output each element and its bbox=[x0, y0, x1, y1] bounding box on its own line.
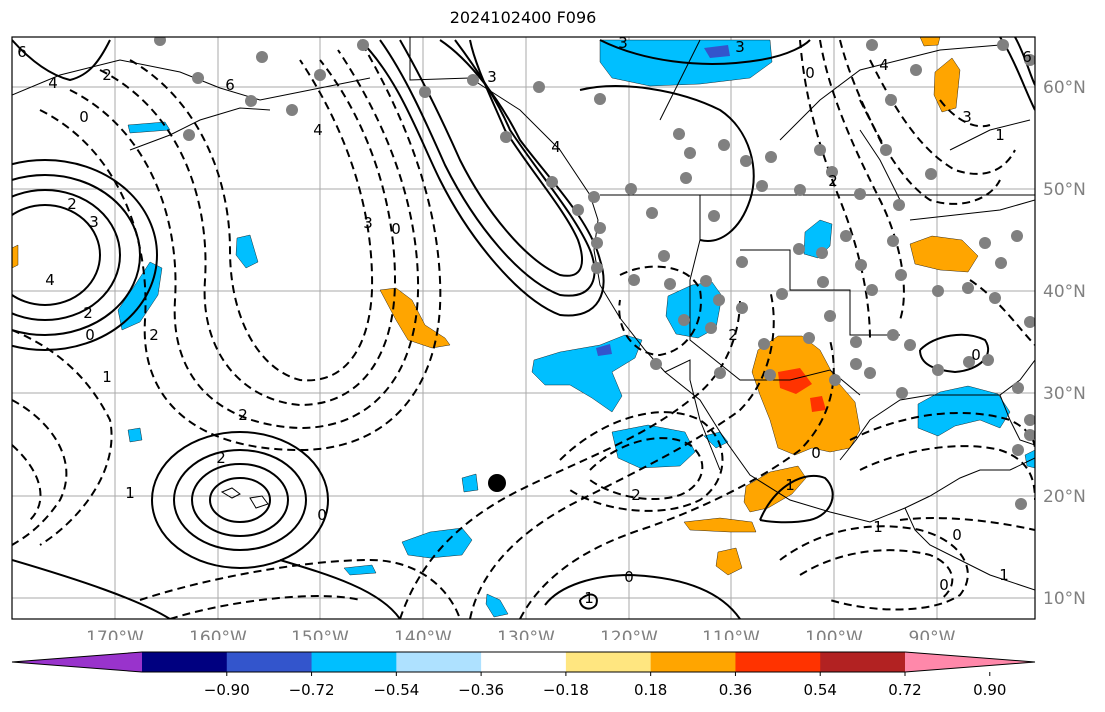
map-background bbox=[12, 37, 1035, 619]
svg-text:0: 0 bbox=[971, 346, 981, 364]
colorbar-cell bbox=[142, 652, 228, 672]
svg-text:1: 1 bbox=[995, 126, 1005, 144]
colorbar-tick-label: 0.90 bbox=[973, 681, 1006, 699]
longitude-axis: 170°W 160°W 150°W 140°W 130°W 120°W 110°… bbox=[86, 628, 956, 640]
svg-text:2: 2 bbox=[216, 449, 226, 467]
positive-anomaly-fill bbox=[12, 37, 979, 576]
svg-text:0: 0 bbox=[805, 64, 815, 82]
colorbar-cells bbox=[11, 651, 1036, 673]
colorbar-cell bbox=[565, 652, 652, 672]
svg-text:4: 4 bbox=[45, 271, 55, 289]
lon-label: 90°W bbox=[909, 628, 956, 640]
colorbar-extend-max bbox=[905, 652, 1035, 672]
solid-contours bbox=[12, 37, 1035, 619]
lat-label: 60°N bbox=[1043, 78, 1086, 98]
lon-label: 130°W bbox=[497, 628, 555, 640]
lon-label: 160°W bbox=[189, 628, 247, 640]
colorbar: −0.90 −0.72 −0.54 −0.36 −0.18 0.18 0.36 0.54 0.7… bbox=[11, 651, 1036, 699]
svg-text:1: 1 bbox=[873, 518, 883, 536]
negative-anomaly-fill bbox=[117, 39, 1035, 618]
lon-label: 100°W bbox=[805, 628, 863, 640]
svg-text:4: 4 bbox=[313, 121, 323, 139]
lon-label: 140°W bbox=[394, 628, 452, 640]
lon-label: 120°W bbox=[600, 628, 658, 640]
positive-anomaly-core bbox=[778, 368, 826, 412]
svg-text:2: 2 bbox=[238, 406, 248, 424]
colorbar-tick-label: 0.72 bbox=[888, 681, 921, 699]
map-title: 2024102400 F096 bbox=[449, 8, 597, 27]
latitude-axis: 60°N 50°N 40°N 30°N 20°N 10°N bbox=[1043, 78, 1086, 609]
svg-text:2: 2 bbox=[728, 326, 738, 344]
svg-text:0: 0 bbox=[939, 576, 949, 594]
colorbar-tick-label: 0.54 bbox=[804, 681, 837, 699]
colorbar-extend-min bbox=[12, 652, 142, 672]
colorbar-cell bbox=[396, 652, 482, 672]
colorbar-cell bbox=[311, 652, 397, 672]
svg-text:1: 1 bbox=[785, 476, 795, 494]
colorbar-cell bbox=[650, 652, 736, 672]
lon-label: 110°W bbox=[702, 628, 760, 640]
colorbar-cell bbox=[481, 652, 567, 672]
svg-text:3: 3 bbox=[618, 34, 628, 52]
svg-text:4: 4 bbox=[551, 138, 561, 156]
coastlines bbox=[12, 37, 1035, 591]
svg-text:0: 0 bbox=[811, 444, 821, 462]
weather-map: 6 2 0 4 6 4 3 4 3 0 2 3 4 2 0 2 2 1 1 0 … bbox=[11, 34, 1086, 640]
colorbar-ticks: −0.90 −0.72 −0.54 −0.36 −0.18 0.18 0.36 0.54 0.7… bbox=[204, 672, 1006, 699]
svg-text:2: 2 bbox=[67, 195, 77, 213]
svg-text:0: 0 bbox=[79, 108, 89, 126]
storm-center-marker bbox=[488, 474, 506, 492]
contour-labels: 6 2 0 4 6 4 3 4 3 0 2 3 4 2 0 2 2 1 1 0 … bbox=[17, 34, 1032, 607]
svg-text:2: 2 bbox=[828, 172, 838, 190]
colorbar-cell bbox=[735, 652, 821, 672]
svg-text:0: 0 bbox=[391, 220, 401, 238]
colorbar-tick-label: −0.90 bbox=[204, 681, 250, 699]
svg-text:3: 3 bbox=[487, 68, 497, 86]
lon-label: 150°W bbox=[291, 628, 349, 640]
colorbar-tick-label: −0.72 bbox=[289, 681, 335, 699]
station-markers bbox=[154, 37, 1035, 510]
svg-text:6: 6 bbox=[225, 76, 235, 94]
svg-text:4: 4 bbox=[879, 56, 889, 74]
colorbar-outline bbox=[11, 651, 1036, 673]
svg-text:1: 1 bbox=[584, 589, 594, 607]
lon-label: 170°W bbox=[86, 628, 144, 640]
svg-text:2: 2 bbox=[149, 326, 159, 344]
colorbar-tick-label: −0.18 bbox=[543, 681, 589, 699]
lat-label: 40°N bbox=[1043, 282, 1086, 302]
colorbar-cell bbox=[820, 652, 906, 672]
svg-text:3: 3 bbox=[735, 38, 745, 56]
lat-label: 10°N bbox=[1043, 589, 1086, 609]
svg-text:4: 4 bbox=[48, 74, 58, 92]
svg-text:0: 0 bbox=[952, 526, 962, 544]
svg-text:6: 6 bbox=[1022, 48, 1032, 66]
svg-text:2: 2 bbox=[83, 304, 93, 322]
lat-label: 50°N bbox=[1043, 180, 1086, 200]
negative-anomaly-core bbox=[596, 45, 730, 356]
colorbar-tick-label: −0.54 bbox=[373, 681, 419, 699]
colorbar-tick-label: 0.18 bbox=[634, 681, 667, 699]
colorbar-cell bbox=[226, 652, 313, 672]
svg-text:2: 2 bbox=[102, 66, 112, 84]
lat-label: 30°N bbox=[1043, 384, 1086, 404]
svg-text:2: 2 bbox=[631, 486, 641, 504]
svg-text:1: 1 bbox=[125, 484, 135, 502]
colorbar-tick-label: −0.36 bbox=[458, 681, 504, 699]
lat-label: 20°N bbox=[1043, 487, 1086, 507]
svg-text:3: 3 bbox=[962, 108, 972, 126]
svg-text:0: 0 bbox=[317, 506, 327, 524]
svg-text:3: 3 bbox=[89, 213, 99, 231]
svg-text:3: 3 bbox=[363, 214, 373, 232]
svg-text:1: 1 bbox=[102, 368, 112, 386]
svg-text:6: 6 bbox=[17, 43, 27, 61]
svg-text:0: 0 bbox=[624, 568, 634, 586]
svg-text:1: 1 bbox=[999, 566, 1009, 584]
map-frame bbox=[11, 36, 1036, 620]
svg-text:0: 0 bbox=[85, 326, 95, 344]
colorbar-tick-label: 0.36 bbox=[719, 681, 752, 699]
